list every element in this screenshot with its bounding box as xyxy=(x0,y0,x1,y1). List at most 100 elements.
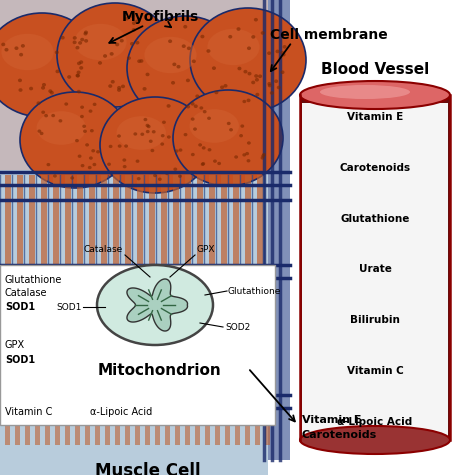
Ellipse shape xyxy=(245,152,249,155)
Ellipse shape xyxy=(246,98,251,102)
Ellipse shape xyxy=(20,92,130,188)
Bar xyxy=(377,95,379,440)
Ellipse shape xyxy=(247,72,252,76)
Ellipse shape xyxy=(18,88,23,92)
Bar xyxy=(403,95,405,440)
Ellipse shape xyxy=(270,91,274,95)
Ellipse shape xyxy=(267,51,271,55)
Bar xyxy=(328,95,330,440)
Ellipse shape xyxy=(81,164,84,167)
Ellipse shape xyxy=(179,148,182,152)
Ellipse shape xyxy=(183,25,187,28)
Ellipse shape xyxy=(191,117,195,121)
Bar xyxy=(336,95,337,440)
Text: Glutathione: Glutathione xyxy=(340,214,410,224)
Bar xyxy=(416,95,418,440)
Ellipse shape xyxy=(118,144,121,148)
Ellipse shape xyxy=(268,84,272,87)
Bar xyxy=(407,95,409,440)
Bar xyxy=(347,95,349,440)
Ellipse shape xyxy=(41,111,45,114)
Ellipse shape xyxy=(146,124,149,127)
Ellipse shape xyxy=(214,91,219,94)
Ellipse shape xyxy=(213,160,217,163)
Bar xyxy=(390,95,392,440)
Bar xyxy=(375,95,377,440)
Ellipse shape xyxy=(37,130,41,133)
Ellipse shape xyxy=(165,172,169,175)
Bar xyxy=(308,95,310,440)
Ellipse shape xyxy=(227,122,231,125)
Ellipse shape xyxy=(84,39,88,43)
Ellipse shape xyxy=(132,28,136,32)
Bar xyxy=(0,395,268,475)
Bar xyxy=(371,95,373,440)
Bar xyxy=(313,95,315,440)
Bar xyxy=(384,95,386,440)
Ellipse shape xyxy=(75,74,80,77)
Ellipse shape xyxy=(117,88,121,92)
Ellipse shape xyxy=(111,80,115,84)
Ellipse shape xyxy=(88,166,91,169)
Ellipse shape xyxy=(282,53,286,57)
Ellipse shape xyxy=(192,59,196,63)
Text: GPX: GPX xyxy=(197,245,216,254)
Ellipse shape xyxy=(186,105,190,108)
Ellipse shape xyxy=(83,32,88,36)
Ellipse shape xyxy=(14,47,18,50)
Ellipse shape xyxy=(109,145,112,148)
Ellipse shape xyxy=(73,36,77,40)
Ellipse shape xyxy=(178,174,182,178)
Ellipse shape xyxy=(80,115,84,118)
Ellipse shape xyxy=(137,177,141,180)
Ellipse shape xyxy=(108,84,112,88)
Bar xyxy=(304,95,306,440)
Ellipse shape xyxy=(146,73,150,76)
Ellipse shape xyxy=(153,174,157,177)
Bar xyxy=(306,95,308,440)
Ellipse shape xyxy=(78,41,82,45)
Ellipse shape xyxy=(79,66,83,70)
Ellipse shape xyxy=(120,39,124,42)
Bar xyxy=(383,95,384,440)
Text: Myofibrils: Myofibrils xyxy=(121,10,199,24)
Ellipse shape xyxy=(50,91,54,95)
Ellipse shape xyxy=(125,17,129,20)
Ellipse shape xyxy=(173,168,177,171)
Bar xyxy=(0,265,275,425)
Bar xyxy=(360,95,362,440)
Ellipse shape xyxy=(201,35,204,38)
Ellipse shape xyxy=(76,74,80,77)
Ellipse shape xyxy=(202,146,206,150)
Ellipse shape xyxy=(97,265,213,345)
Ellipse shape xyxy=(160,142,164,146)
Bar xyxy=(381,95,383,440)
Ellipse shape xyxy=(1,34,54,70)
Ellipse shape xyxy=(200,106,203,110)
Bar xyxy=(332,95,334,440)
Bar xyxy=(448,95,450,440)
Ellipse shape xyxy=(229,128,233,132)
Ellipse shape xyxy=(46,163,50,166)
Text: Vitamin C: Vitamin C xyxy=(346,366,403,376)
Ellipse shape xyxy=(42,83,46,86)
Bar xyxy=(400,95,401,440)
Ellipse shape xyxy=(93,103,97,106)
Ellipse shape xyxy=(281,70,284,74)
Ellipse shape xyxy=(133,132,137,136)
Bar xyxy=(441,95,443,440)
Ellipse shape xyxy=(36,111,86,145)
Text: Muscle Cell: Muscle Cell xyxy=(95,462,201,475)
Ellipse shape xyxy=(187,47,191,50)
Ellipse shape xyxy=(130,42,134,46)
Ellipse shape xyxy=(73,40,77,44)
Ellipse shape xyxy=(255,78,259,82)
Ellipse shape xyxy=(70,176,74,180)
Ellipse shape xyxy=(208,148,211,152)
Bar xyxy=(0,0,290,460)
Ellipse shape xyxy=(190,109,239,143)
Bar xyxy=(345,95,347,440)
Ellipse shape xyxy=(206,49,210,53)
Ellipse shape xyxy=(146,130,150,133)
Ellipse shape xyxy=(212,66,216,70)
